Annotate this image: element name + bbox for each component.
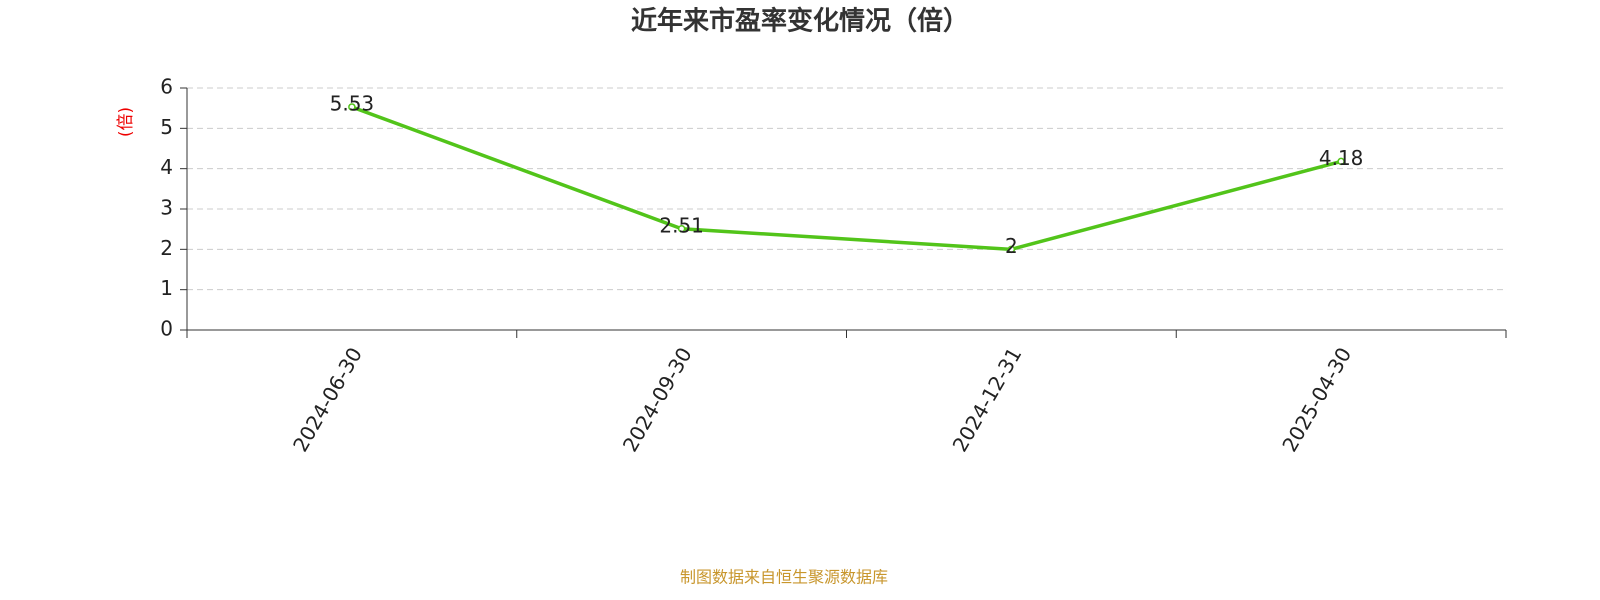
- point: [348, 103, 356, 111]
- y-tick-label: 6: [160, 75, 173, 99]
- data-label: 2: [1005, 234, 1018, 258]
- x-tick-label: 2024-06-30: [288, 343, 367, 456]
- x-tick-label: 2025-04-30: [1277, 343, 1356, 456]
- y-tick-label: 1: [160, 276, 173, 300]
- source-note: 制图数据来自恒生聚源数据库: [680, 568, 888, 587]
- y-tick-label: 3: [160, 196, 173, 220]
- y-tick-label: 2: [160, 236, 173, 260]
- x-tick-label: 2024-12-31: [948, 343, 1027, 456]
- line: [351, 105, 1342, 252]
- point: [677, 225, 686, 233]
- point: [1007, 245, 1016, 254]
- y-tick-label: 4: [160, 155, 173, 179]
- point: [1337, 157, 1345, 166]
- x-tick-label: 2024-09-30: [618, 343, 697, 456]
- y-tick-label: 5: [160, 115, 173, 139]
- y-tick-label: 0: [160, 317, 173, 341]
- data-label: 4.18: [1319, 146, 1364, 170]
- data-label: 5.53: [330, 91, 375, 115]
- y-axis-label: (倍): [116, 107, 136, 137]
- data-label: 2.51: [659, 213, 704, 237]
- chart-title: 近年来市盈率变化情况（倍）: [631, 6, 969, 37]
